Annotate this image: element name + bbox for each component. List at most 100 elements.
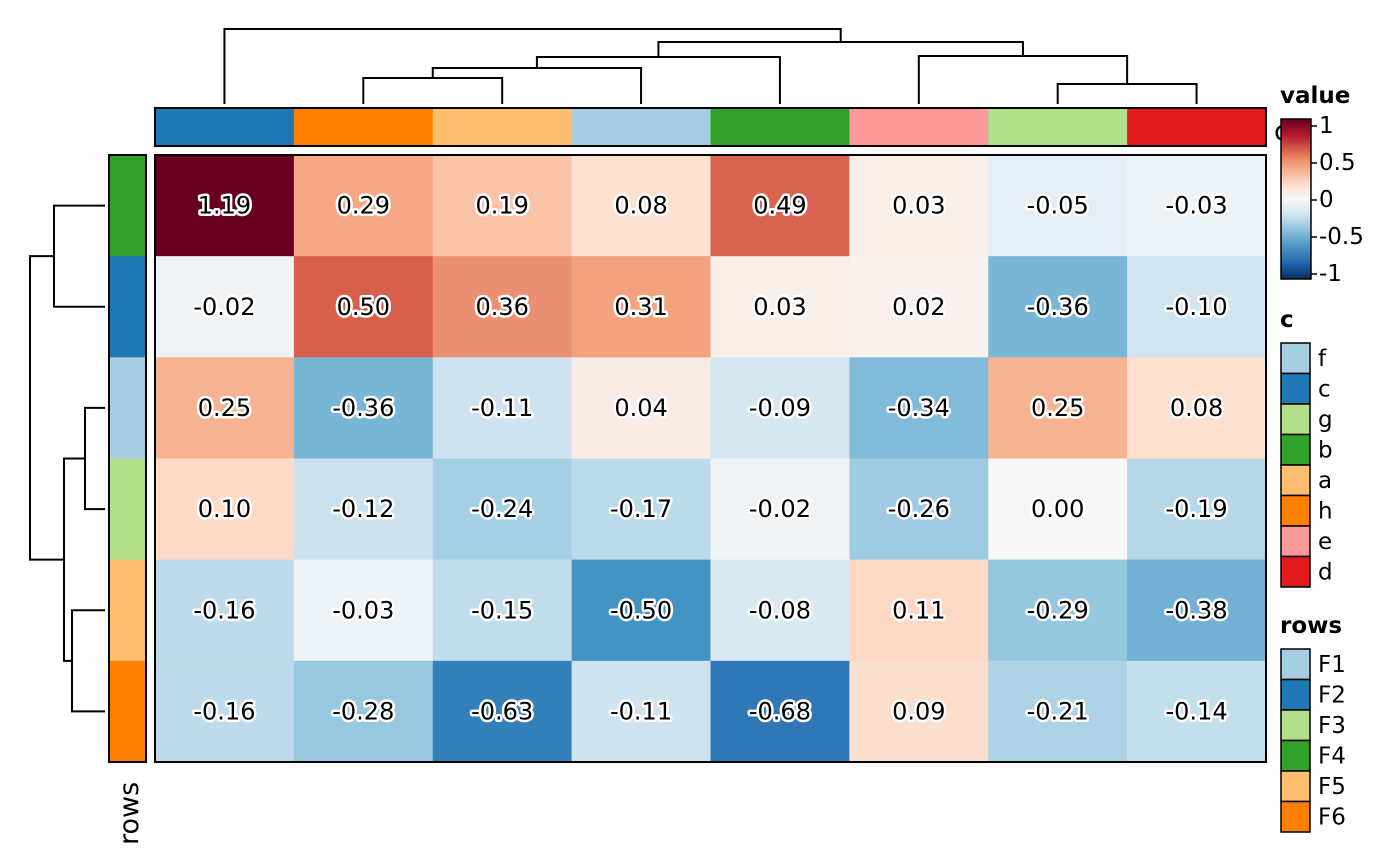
heatmap-cell — [432, 660, 573, 763]
heatmap-cell — [710, 660, 850, 763]
column-annotation-cell — [155, 108, 295, 146]
value-legend-tick-label: 0 — [1319, 187, 1334, 213]
heatmap-cell — [155, 458, 295, 561]
dendrogram-branch — [29, 255, 64, 561]
dendrogram-branch — [535, 56, 781, 104]
heatmap-border — [154, 154, 1267, 763]
heatmap-cell — [155, 660, 295, 763]
cell-label: -0.36 — [332, 394, 394, 422]
rows-legend-label: F1 — [1318, 652, 1346, 678]
column-annotation-cell — [1127, 108, 1267, 146]
rows-legend: rows F1 F2 F3 F4 F5 F6 — [1280, 613, 1346, 833]
rows-legend-swatch — [1280, 648, 1311, 681]
cell-label: -0.12 — [332, 495, 394, 523]
heatmap-cell — [432, 458, 573, 561]
c-legend-label: d — [1318, 560, 1333, 586]
cell-label: -0.11 — [471, 394, 533, 422]
heatmap-cell — [1127, 256, 1267, 358]
dendrogram-branch — [917, 55, 1129, 104]
row-annotation-cell — [109, 660, 146, 763]
cell-label: 0.08 — [614, 192, 667, 220]
cell-label: -0.03 — [332, 596, 394, 624]
value-legend: value 1 0.5 0 -0.5 -1 — [1280, 83, 1364, 287]
heatmap-cell — [710, 357, 850, 459]
rows-legend-swatch — [1280, 678, 1311, 711]
dendrogram-branch — [1056, 83, 1198, 104]
row-annotation-cell — [109, 357, 146, 459]
heatmap-body — [155, 155, 1267, 763]
row-annotation-cell — [109, 256, 146, 358]
heatmap-cell — [988, 256, 1128, 358]
cell-label: -0.09 — [749, 394, 811, 422]
cell-label: -0.38 — [1166, 596, 1228, 624]
column-annotation-cell — [710, 108, 850, 146]
heatmap-cell — [988, 660, 1128, 763]
cell-label: -0.02 — [193, 293, 255, 321]
heatmap-cell — [571, 155, 711, 257]
heatmap-cell — [710, 458, 850, 561]
heatmap-cell — [571, 357, 711, 459]
heatmap-cell — [432, 559, 573, 662]
dendrogram-branch — [223, 28, 842, 104]
cell-label: -0.08 — [749, 596, 811, 624]
cell-label: -0.16 — [193, 697, 255, 725]
cell-label: 0.25 — [1031, 394, 1084, 422]
heatmap-cell — [571, 458, 711, 561]
value-colorbar — [1280, 118, 1312, 280]
row-annotation-title: rows — [114, 782, 145, 845]
heatmap-cell — [1127, 660, 1267, 763]
value-legend-tick-label: -1 — [1319, 261, 1342, 287]
c-legend-swatch — [1280, 555, 1311, 588]
cell-label: -0.10 — [1166, 293, 1228, 321]
heatmap-cell — [849, 559, 989, 662]
cell-label: 0.29 — [337, 192, 390, 220]
c-legend-label: g — [1318, 407, 1333, 433]
dendrogram-branch — [84, 406, 105, 511]
value-legend-title: value — [1280, 83, 1350, 109]
c-legend-label: e — [1318, 529, 1332, 555]
cell-label: -0.28 — [332, 697, 394, 725]
column-annotation-border — [154, 107, 1267, 147]
row-annotation-border — [108, 154, 147, 763]
c-legend-label: a — [1318, 468, 1332, 494]
cell-label: -0.21 — [1027, 697, 1089, 725]
value-legend-tick-label: 1 — [1319, 113, 1334, 139]
rows-legend-swatch — [1280, 800, 1311, 833]
rows-legend-swatch — [1280, 709, 1311, 742]
row-annotation-cell — [109, 155, 146, 257]
cell-label: -0.02 — [749, 495, 811, 523]
dendrogram-branch — [431, 67, 643, 104]
cell-label: 0.02 — [892, 293, 945, 321]
c-legend-swatch — [1280, 433, 1311, 466]
heatmap-cell — [155, 559, 295, 662]
cell-label: -0.34 — [888, 394, 950, 422]
cell-label: -0.17 — [610, 495, 672, 523]
row-dendrogram — [29, 204, 105, 713]
cell-label: 0.03 — [892, 192, 945, 220]
column-dendrogram — [223, 28, 1198, 104]
cell-label: -0.50 — [610, 596, 672, 624]
c-legend-swatch — [1280, 342, 1311, 375]
cell-label: 0.31 — [614, 293, 667, 321]
rows-legend-label: F2 — [1318, 683, 1346, 709]
column-annotation-cell — [293, 108, 434, 146]
c-legend-swatch — [1280, 525, 1311, 558]
cell-label: -0.29 — [1027, 596, 1089, 624]
cell-label: -0.36 — [1027, 293, 1089, 321]
cell-label: 0.50 — [337, 293, 390, 321]
cell-label: 0.19 — [475, 192, 528, 220]
c-legend-swatch — [1280, 494, 1311, 527]
c-legend-swatch — [1280, 464, 1311, 497]
dendrogram-branch — [657, 41, 1024, 57]
column-annotation-cell — [849, 108, 989, 146]
cell-label: 0.36 — [475, 293, 528, 321]
cell-label: -0.16 — [193, 596, 255, 624]
heatmap-cell — [571, 660, 711, 763]
cell-label: 0.10 — [198, 495, 251, 523]
dendrogram-branch — [53, 204, 105, 308]
heatmap-cell — [155, 357, 295, 459]
heatmap-cell — [293, 256, 434, 358]
heatmap-cell — [1127, 458, 1267, 561]
column-annotation-cell — [988, 108, 1128, 146]
cell-label: -0.11 — [610, 697, 672, 725]
